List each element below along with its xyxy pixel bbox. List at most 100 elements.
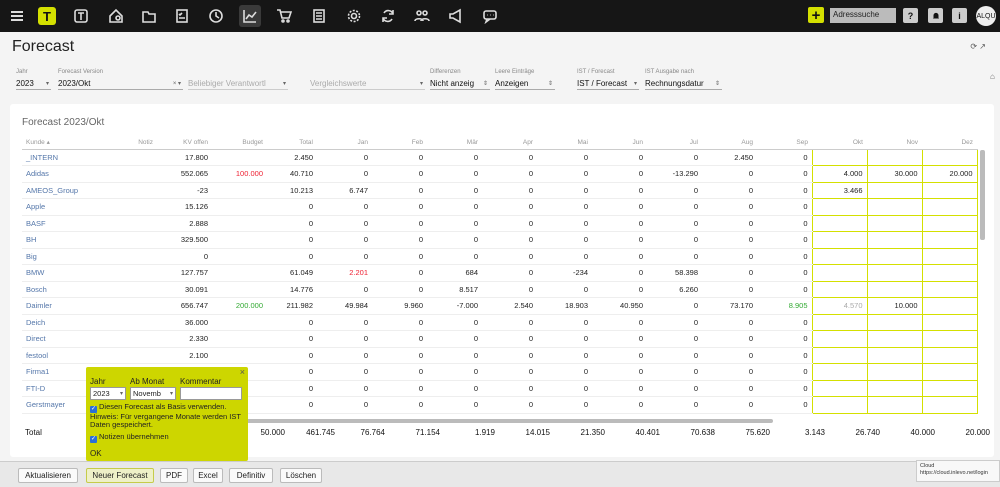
popup-month-select[interactable]: Novemb ▾	[130, 387, 176, 400]
table-cell[interactable]: 30.000	[866, 165, 923, 183]
table-cell[interactable]	[866, 231, 923, 249]
empty-entries-filter[interactable]: Leere Einträge Anzeigen ⇕	[495, 69, 555, 90]
table-cell[interactable]	[866, 313, 923, 331]
customer-link[interactable]: Deich	[22, 314, 127, 331]
avatar[interactable]: ALQU	[976, 6, 996, 26]
customer-link[interactable]: _INTERN	[22, 149, 127, 166]
table-cell[interactable]	[811, 379, 868, 397]
table-cell[interactable]	[866, 396, 923, 414]
add-button[interactable]: +	[808, 7, 824, 24]
table-cell[interactable]	[866, 363, 923, 381]
table-cell[interactable]	[921, 297, 978, 315]
customer-link[interactable]: Big	[22, 248, 127, 265]
table-cell[interactable]	[811, 231, 868, 249]
table-cell[interactable]	[811, 396, 868, 414]
megaphone-icon[interactable]	[445, 5, 467, 27]
document-icon[interactable]	[308, 5, 330, 27]
chart-icon[interactable]	[239, 5, 261, 27]
folder-icon[interactable]	[138, 5, 160, 27]
table-cell[interactable]	[811, 313, 868, 331]
excel-button[interactable]: Excel	[193, 468, 223, 483]
info-button[interactable]: i	[952, 8, 967, 23]
definitive-button[interactable]: Definitiv	[229, 468, 273, 483]
logo-t-icon[interactable]: T	[36, 5, 58, 27]
table-cell[interactable]	[866, 379, 923, 397]
gear-icon[interactable]	[343, 5, 365, 27]
table-cell[interactable]	[866, 264, 923, 282]
table-cell[interactable]	[921, 330, 978, 348]
responsible-filter[interactable]: Beliebiger Verantwortl ▾	[188, 69, 288, 90]
customer-link[interactable]: AMEOS_Group	[22, 182, 127, 199]
customer-link[interactable]: BMW	[22, 264, 127, 282]
table-cell[interactable]	[921, 181, 978, 199]
menu-icon[interactable]	[6, 5, 28, 27]
basis-checkbox[interactable]: ✓ Diesen Forecast als Basis verwenden. Hi…	[90, 402, 241, 429]
popup-comment-input[interactable]	[180, 387, 242, 400]
home-location-icon[interactable]	[105, 5, 127, 27]
sync-icon[interactable]	[377, 5, 399, 27]
table-cell[interactable]: 4.570	[811, 297, 868, 315]
table-cell[interactable]	[921, 198, 978, 216]
customer-link[interactable]: Bosch	[22, 281, 127, 298]
chat-icon[interactable]	[479, 5, 501, 27]
table-cell[interactable]	[811, 214, 868, 232]
customer-link[interactable]: Daimler	[22, 297, 127, 315]
table-cell[interactable]	[811, 346, 868, 364]
table-cell[interactable]	[866, 148, 923, 166]
table-cell[interactable]	[866, 247, 923, 265]
comparison-filter[interactable]: Vergleichswerte ▾	[310, 69, 425, 90]
checklist-icon[interactable]	[171, 5, 193, 27]
year-filter[interactable]: Jahr 2023 ▾	[16, 69, 51, 90]
table-cell[interactable]	[866, 181, 923, 199]
customer-link[interactable]: BASF	[22, 215, 127, 232]
home-icon[interactable]: ⌂	[990, 72, 995, 81]
table-cell[interactable]	[866, 346, 923, 364]
table-cell[interactable]	[921, 214, 978, 232]
ist-forecast-filter[interactable]: IST / Forecast IST / Forecast ▾	[577, 69, 639, 90]
table-cell[interactable]	[866, 198, 923, 216]
table-cell[interactable]	[921, 280, 978, 298]
table-cell[interactable]: 3.466	[811, 181, 868, 199]
ist-output-filter[interactable]: IST Ausgabe nach Rechnungsdatur ⇕	[645, 69, 722, 90]
differences-filter[interactable]: Differenzen Nicht anzeig ⇕	[430, 69, 490, 90]
customer-link[interactable]: festool	[22, 347, 127, 364]
notification-bell-icon[interactable]	[928, 8, 943, 23]
table-cell[interactable]	[921, 363, 978, 381]
cart-icon[interactable]	[273, 5, 295, 27]
table-cell[interactable]	[921, 247, 978, 265]
close-icon[interactable]: ×	[239, 367, 245, 377]
refresh-button[interactable]: Aktualisieren	[18, 468, 78, 483]
column-header[interactable]: Kunde ▴	[22, 136, 127, 150]
t-icon[interactable]	[70, 5, 92, 27]
table-cell[interactable]	[921, 313, 978, 331]
new-forecast-button[interactable]: Neuer Forecast	[86, 468, 154, 483]
forecast-version-filter[interactable]: Forecast Version 2023/Okt × ▾	[58, 69, 183, 90]
table-cell[interactable]	[866, 214, 923, 232]
people-icon[interactable]	[411, 5, 433, 27]
vertical-scrollbar[interactable]	[980, 150, 985, 240]
table-cell[interactable]	[811, 363, 868, 381]
pdf-button[interactable]: PDF	[160, 468, 188, 483]
table-cell[interactable]	[866, 330, 923, 348]
table-cell[interactable]	[811, 148, 868, 166]
clock-icon[interactable]	[205, 5, 227, 27]
customer-link[interactable]: Direct	[22, 330, 127, 348]
delete-button[interactable]: Löschen	[280, 468, 322, 483]
customer-link[interactable]: BH	[22, 231, 127, 249]
popup-year-select[interactable]: 2023 ▾	[90, 387, 126, 400]
table-cell[interactable]	[921, 396, 978, 414]
table-cell[interactable]	[921, 379, 978, 397]
table-cell[interactable]: 20.000	[921, 165, 978, 183]
table-cell[interactable]	[921, 346, 978, 364]
horizontal-scrollbar[interactable]	[88, 419, 773, 423]
help-button[interactable]: ?	[903, 8, 918, 23]
table-cell[interactable]	[921, 264, 978, 282]
table-cell[interactable]	[811, 280, 868, 298]
customer-link[interactable]: Apple	[22, 198, 127, 216]
table-cell[interactable]	[866, 280, 923, 298]
table-cell[interactable]: 4.000	[811, 165, 868, 183]
address-search-input[interactable]: Adresssuche	[830, 8, 896, 23]
table-cell[interactable]: 10.000	[866, 297, 923, 315]
table-cell[interactable]	[811, 198, 868, 216]
table-cell[interactable]	[921, 148, 978, 166]
